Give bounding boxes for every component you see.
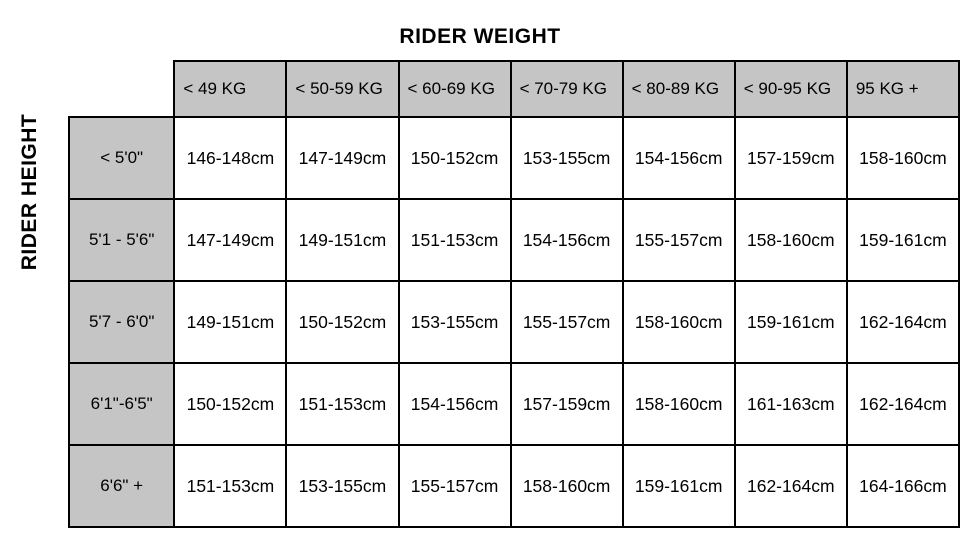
row-header: 5'7 - 6'0" [69,281,174,363]
cell: 159-161cm [847,199,959,281]
cell: 154-156cm [623,117,735,199]
cell: 149-151cm [174,281,286,363]
sizing-chart-container: RIDER WEIGHT RIDER HEIGHT < 49 KG < 50-5… [0,0,960,560]
cell: 154-156cm [399,363,511,445]
rider-height-title: RIDER HEIGHT [18,42,42,342]
cell: 158-160cm [623,363,735,445]
cell: 151-153cm [286,363,398,445]
col-header: < 90-95 KG [735,61,847,117]
cell: 155-157cm [623,199,735,281]
table-row: 5'1 - 5'6" 147-149cm 149-151cm 151-153cm… [69,199,959,281]
row-header: 6'6" + [69,445,174,527]
col-header: 95 KG + [847,61,959,117]
cell: 154-156cm [511,199,623,281]
cell: 157-159cm [511,363,623,445]
cell: 164-166cm [847,445,959,527]
cell: 149-151cm [286,199,398,281]
row-header: 6'1"-6'5" [69,363,174,445]
cell: 158-160cm [735,199,847,281]
cell: 162-164cm [847,281,959,363]
cell: 159-161cm [735,281,847,363]
col-header: < 50-59 KG [286,61,398,117]
table-row: < 5'0" 146-148cm 147-149cm 150-152cm 153… [69,117,959,199]
cell: 153-155cm [399,281,511,363]
sizing-table: < 49 KG < 50-59 KG < 60-69 KG < 70-79 KG… [68,60,960,528]
cell: 158-160cm [511,445,623,527]
cell: 153-155cm [511,117,623,199]
cell: 150-152cm [399,117,511,199]
cell: 146-148cm [174,117,286,199]
blank-corner [69,61,174,117]
cell: 151-153cm [399,199,511,281]
cell: 155-157cm [399,445,511,527]
cell: 158-160cm [847,117,959,199]
rider-weight-title: RIDER WEIGHT [0,25,960,49]
col-header: < 49 KG [174,61,286,117]
cell: 157-159cm [735,117,847,199]
cell: 147-149cm [286,117,398,199]
cell: 153-155cm [286,445,398,527]
cell: 150-152cm [174,363,286,445]
table-row: 6'6" + 151-153cm 153-155cm 155-157cm 158… [69,445,959,527]
cell: 150-152cm [286,281,398,363]
cell: 162-164cm [847,363,959,445]
table-row: 5'7 - 6'0" 149-151cm 150-152cm 153-155cm… [69,281,959,363]
cell: 159-161cm [623,445,735,527]
cell: 151-153cm [174,445,286,527]
cell: 158-160cm [623,281,735,363]
table-header-row: < 49 KG < 50-59 KG < 60-69 KG < 70-79 KG… [69,61,959,117]
cell: 161-163cm [735,363,847,445]
cell: 147-149cm [174,199,286,281]
col-header: < 80-89 KG [623,61,735,117]
cell: 162-164cm [735,445,847,527]
col-header: < 70-79 KG [511,61,623,117]
col-header: < 60-69 KG [399,61,511,117]
row-header: 5'1 - 5'6" [69,199,174,281]
cell: 155-157cm [511,281,623,363]
table-row: 6'1"-6'5" 150-152cm 151-153cm 154-156cm … [69,363,959,445]
row-header: < 5'0" [69,117,174,199]
